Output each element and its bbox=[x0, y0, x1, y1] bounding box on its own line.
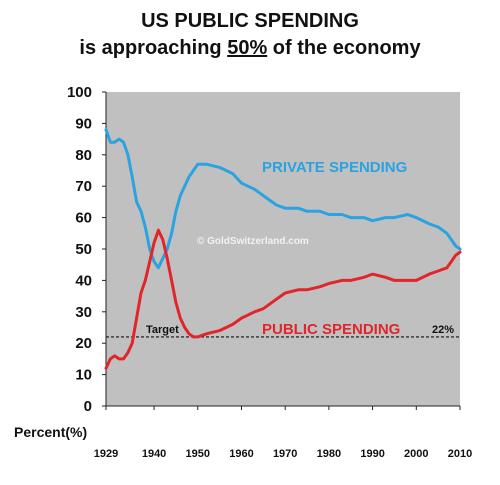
x-tick-label: 2000 bbox=[404, 448, 428, 460]
series-line-private-spending bbox=[104, 128, 462, 270]
plot-area bbox=[106, 92, 460, 406]
series-label-public-spending: PUBLIC SPENDING bbox=[262, 321, 400, 338]
target-label: Target bbox=[146, 324, 179, 336]
y-tick-label: 20 bbox=[75, 335, 92, 352]
title-emphasis: 50% bbox=[227, 37, 268, 59]
title-prefix: is approaching bbox=[79, 37, 228, 59]
x-tick-label: 1980 bbox=[317, 448, 341, 460]
y-tick-label: 60 bbox=[75, 210, 92, 227]
x-tick-label: 1950 bbox=[186, 448, 210, 460]
x-tick-label: 1990 bbox=[360, 448, 384, 460]
chart-title-line1: US PUBLIC SPENDING bbox=[141, 10, 359, 32]
y-tick-label: 0 bbox=[84, 398, 92, 415]
series-line-public-spending bbox=[104, 228, 462, 370]
x-tick-label: 2010 bbox=[448, 448, 472, 460]
x-tick-label: 1940 bbox=[142, 448, 166, 460]
y-tick-label: 100 bbox=[67, 84, 92, 101]
y-tick-label: 80 bbox=[75, 147, 92, 164]
watermark: © GoldSwitzerland.com bbox=[197, 236, 309, 247]
y-axis-label: Percent(%) bbox=[14, 424, 87, 440]
y-tick-label: 30 bbox=[75, 304, 92, 321]
x-tick-label: 1960 bbox=[229, 448, 253, 460]
x-tick-label: 1929 bbox=[94, 448, 118, 460]
y-tick-label: 40 bbox=[75, 272, 92, 289]
y-tick-label: 70 bbox=[75, 178, 92, 195]
y-tick-label: 90 bbox=[75, 115, 92, 132]
x-tick-label: 1970 bbox=[273, 448, 297, 460]
series-label-private-spending: PRIVATE SPENDING bbox=[262, 159, 407, 176]
target-value-label: 22% bbox=[432, 324, 454, 336]
y-tick-label: 10 bbox=[75, 367, 92, 384]
title-suffix: of the economy bbox=[267, 37, 421, 59]
y-tick-label: 50 bbox=[75, 241, 92, 258]
chart-title-line2: is approaching 50% of the economy bbox=[0, 37, 500, 60]
